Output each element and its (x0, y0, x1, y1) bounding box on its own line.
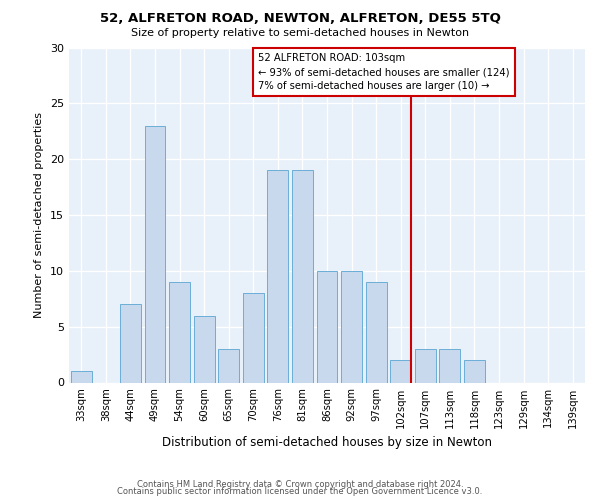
Bar (243, 293, 264, 382)
Bar (390, 360, 411, 382)
Y-axis label: Number of semi-detached properties: Number of semi-detached properties (34, 112, 44, 318)
Text: Contains HM Land Registry data © Crown copyright and database right 2024.: Contains HM Land Registry data © Crown c… (137, 480, 463, 489)
Bar (120, 304, 141, 382)
Bar (268, 170, 289, 382)
Bar (145, 126, 166, 382)
Bar (169, 282, 190, 382)
Bar (71, 372, 92, 382)
Bar (317, 271, 337, 382)
Bar (415, 349, 436, 382)
Bar (365, 282, 386, 382)
Bar (292, 170, 313, 382)
Bar (439, 349, 460, 382)
Text: Contains public sector information licensed under the Open Government Licence v3: Contains public sector information licen… (118, 488, 482, 496)
Text: 52, ALFRETON ROAD, NEWTON, ALFRETON, DE55 5TQ: 52, ALFRETON ROAD, NEWTON, ALFRETON, DE5… (100, 12, 500, 26)
Text: 52 ALFRETON ROAD: 103sqm
← 93% of semi-detached houses are smaller (124)
7% of s: 52 ALFRETON ROAD: 103sqm ← 93% of semi-d… (258, 53, 510, 91)
X-axis label: Distribution of semi-detached houses by size in Newton: Distribution of semi-detached houses by … (162, 436, 492, 449)
Bar (341, 271, 362, 382)
Bar (464, 360, 485, 382)
Bar (218, 349, 239, 382)
Text: Size of property relative to semi-detached houses in Newton: Size of property relative to semi-detach… (131, 28, 469, 38)
Bar (194, 316, 215, 382)
